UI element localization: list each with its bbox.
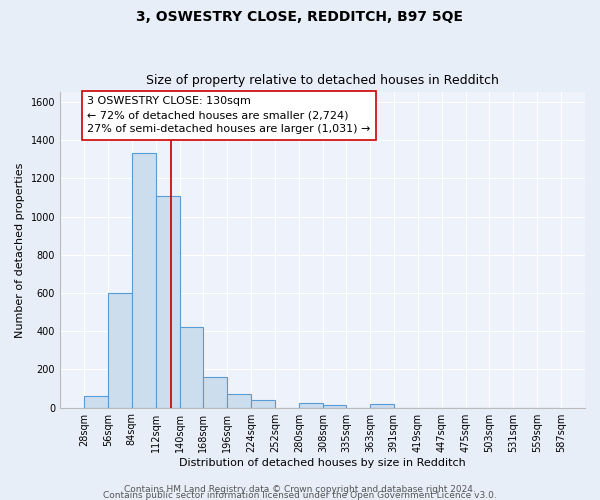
Bar <box>203 377 227 408</box>
Text: 3 OSWESTRY CLOSE: 130sqm
← 72% of detached houses are smaller (2,724)
27% of sem: 3 OSWESTRY CLOSE: 130sqm ← 72% of detach… <box>88 96 371 134</box>
Text: Contains HM Land Registry data © Crown copyright and database right 2024.: Contains HM Land Registry data © Crown c… <box>124 485 476 494</box>
Title: Size of property relative to detached houses in Redditch: Size of property relative to detached ho… <box>146 74 499 87</box>
Bar <box>179 328 203 407</box>
Bar <box>299 403 323 407</box>
Bar <box>155 196 179 408</box>
Text: 3, OSWESTRY CLOSE, REDDITCH, B97 5QE: 3, OSWESTRY CLOSE, REDDITCH, B97 5QE <box>137 10 464 24</box>
Bar <box>323 404 346 407</box>
Bar <box>227 394 251 407</box>
Bar <box>251 400 275 407</box>
Y-axis label: Number of detached properties: Number of detached properties <box>15 162 25 338</box>
Bar <box>370 404 394 407</box>
Bar <box>108 293 132 408</box>
Text: Contains public sector information licensed under the Open Government Licence v3: Contains public sector information licen… <box>103 490 497 500</box>
Bar <box>84 396 108 407</box>
X-axis label: Distribution of detached houses by size in Redditch: Distribution of detached houses by size … <box>179 458 466 468</box>
Bar <box>132 154 155 408</box>
